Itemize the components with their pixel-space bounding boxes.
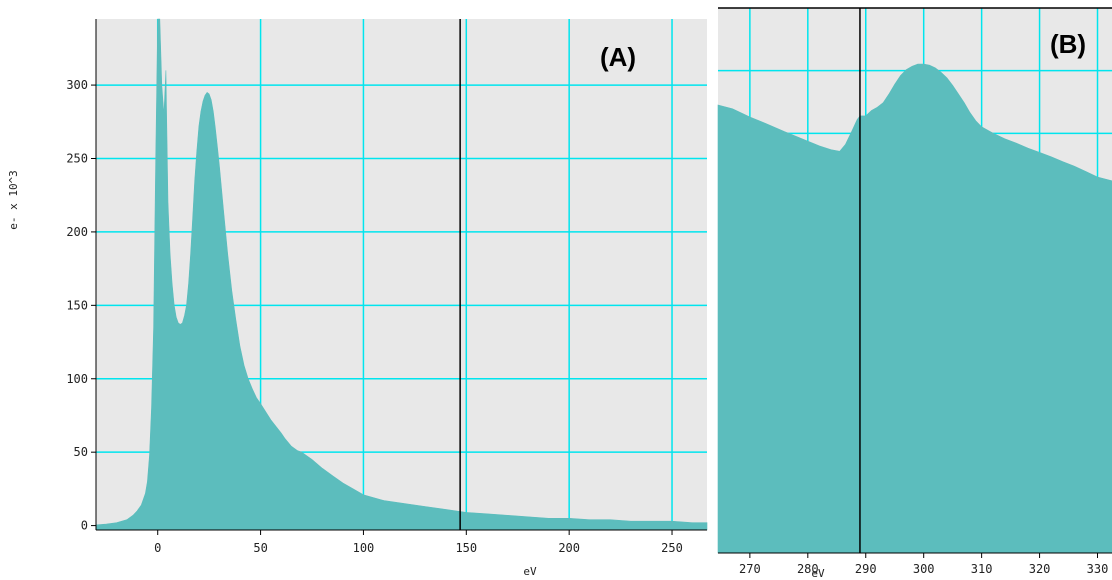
x-tick-label: 280	[797, 562, 819, 576]
x-tick-labels-a: 0 50 100 150 200 250	[154, 541, 683, 555]
x-tick-label: 330	[1087, 562, 1109, 576]
panel-label-a: (A)	[600, 42, 636, 72]
x-tick-label: 300	[913, 562, 935, 576]
x-tick-label: 150	[455, 541, 477, 555]
y-tick-label: 50	[74, 445, 88, 459]
y-tick-label: 200	[66, 225, 88, 239]
axes-b	[718, 7, 1112, 558]
y-axis-label-a: e- x 10^3	[7, 170, 20, 230]
y-tick-label: 0	[81, 519, 88, 533]
x-tick-label: 310	[971, 562, 993, 576]
axes-a	[91, 19, 707, 535]
x-tick-label: 270	[739, 562, 761, 576]
x-tick-label: 250	[661, 541, 683, 555]
x-tick-label: 50	[253, 541, 267, 555]
y-tick-label: 250	[66, 151, 88, 165]
x-tick-label: 0	[154, 541, 161, 555]
x-tick-label: 200	[558, 541, 580, 555]
y-tick-label: 150	[66, 298, 88, 312]
panel-b: 270 280 290 300 310 320 330 eV (B)	[717, 7, 1112, 580]
x-tick-label: 320	[1029, 562, 1051, 576]
panel-label-b: (B)	[1050, 29, 1086, 59]
x-tick-labels-b: 270 280 290 300 310 320 330	[739, 562, 1108, 576]
x-axis-label-a: eV	[523, 565, 537, 578]
x-tick-label: 290	[855, 562, 877, 576]
y-tick-label: 100	[66, 372, 88, 386]
x-axis-label-b: eV	[811, 567, 825, 580]
y-tick-label: 300	[66, 78, 88, 92]
spectrum-area-b	[717, 63, 1112, 554]
y-tick-labels-a: 0 50 100 150 200 250 300	[66, 78, 88, 533]
x-tick-label: 100	[353, 541, 375, 555]
panel-a: 0 50 100 150 200 250 0 50 100 150 200 250 300 eV e-…	[7, 18, 708, 578]
